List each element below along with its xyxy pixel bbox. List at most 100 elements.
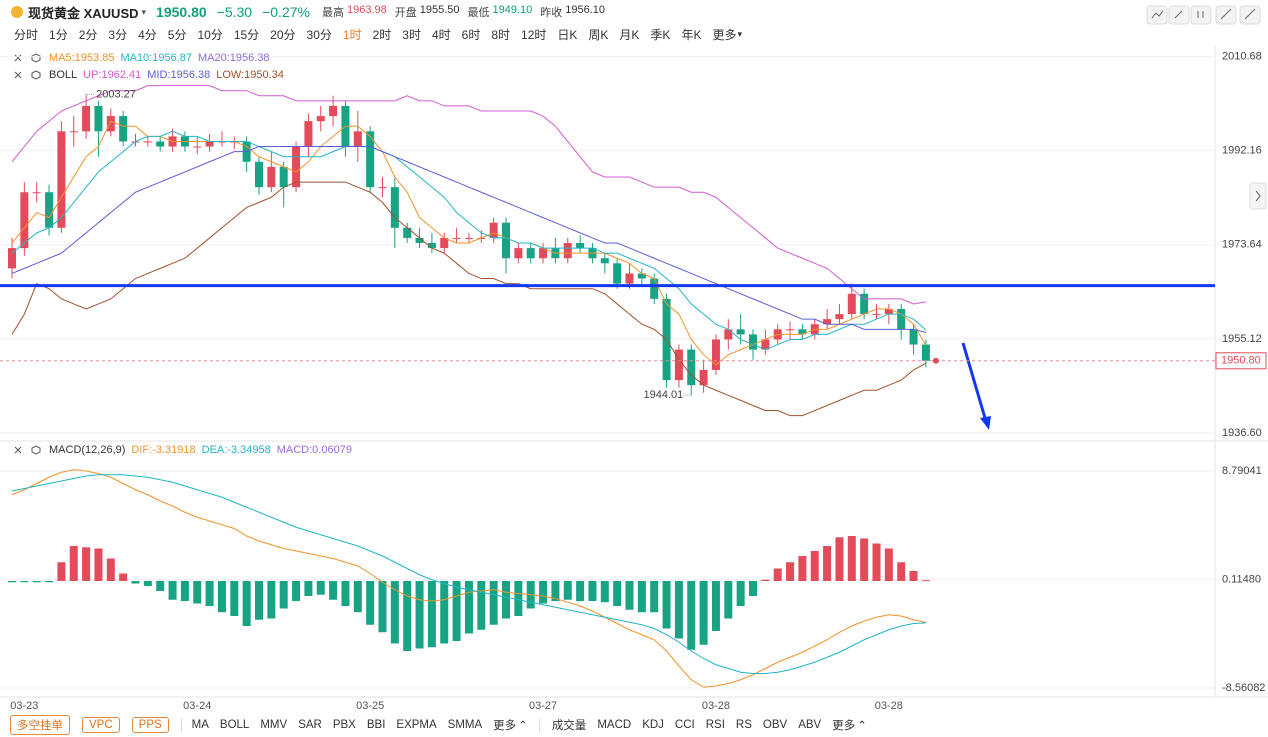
histogram-bar <box>588 581 597 601</box>
candle-body <box>786 329 795 331</box>
candle-body <box>884 309 893 315</box>
candle-body <box>489 222 498 238</box>
change-pct: −0.27% <box>262 4 310 20</box>
timeframe-tab[interactable]: 2分 <box>78 27 98 42</box>
timeframe-tab[interactable]: 月K <box>619 27 640 42</box>
candle-body <box>440 237 449 249</box>
indicator-item[interactable]: RSI <box>705 719 725 731</box>
candle-body <box>403 227 412 238</box>
timeframe-tab[interactable]: 3分 <box>108 27 128 42</box>
timeframe-tab[interactable]: 2时 <box>372 27 392 42</box>
histogram-bar <box>687 581 696 650</box>
indicator-item[interactable]: MACD <box>597 719 632 731</box>
candle-body <box>353 131 362 147</box>
price-tag <box>1215 352 1267 370</box>
legend-entry: MID:1956.38 <box>147 69 210 81</box>
indicator-item[interactable]: OBV <box>762 719 788 731</box>
legend-entry: DEA:-3.34958 <box>202 444 271 456</box>
candle-body <box>798 329 807 335</box>
indicator-item[interactable]: RS <box>735 719 752 731</box>
indicator-item[interactable]: 更多 <box>832 720 856 732</box>
indicator-item[interactable]: PBX <box>332 719 356 731</box>
y-tick-label: 8.79041 <box>1222 465 1262 477</box>
timeframe-tab[interactable]: 5分 <box>167 27 187 42</box>
candle-body <box>20 192 29 249</box>
dropdown-caret[interactable]: ▾ <box>141 6 147 17</box>
y-tick-label: 1992.16 <box>1222 145 1262 157</box>
indicator-line <box>11 146 927 333</box>
timeframe-tab[interactable]: 4分 <box>138 27 157 42</box>
legend-entry: BOLL <box>49 69 77 81</box>
stat-value: 1955.50 <box>419 4 460 16</box>
candle-body <box>687 349 696 386</box>
indicator-item[interactable]: BBI <box>366 719 386 731</box>
timeframe-tab[interactable]: 年K <box>681 27 702 42</box>
histogram-bar <box>773 568 782 581</box>
indicator-item[interactable]: 更多 <box>493 720 517 732</box>
indicator-item[interactable]: CCI <box>674 719 695 731</box>
candle-body <box>32 192 41 194</box>
timeframe-tab[interactable]: 季K <box>650 27 671 42</box>
histogram-bar <box>440 581 449 644</box>
indicator-item[interactable]: ABV <box>798 719 822 731</box>
candle-body <box>637 273 646 279</box>
toolbar-button[interactable]: PPS <box>131 717 169 733</box>
histogram-bar <box>761 579 770 581</box>
indicator-line <box>11 474 926 674</box>
candle-body <box>576 243 585 249</box>
indicator-line <box>11 85 926 305</box>
indicator-item[interactable]: SAR <box>298 719 322 731</box>
stat-value: 1949.10 <box>492 4 533 16</box>
toolbar-button[interactable]: VPC <box>82 717 120 733</box>
indicator-item[interactable]: BOLL <box>219 719 250 731</box>
candle-body <box>156 141 165 147</box>
stat-label: 最高 <box>321 7 344 19</box>
timeframe-tab[interactable]: 20分 <box>270 27 296 42</box>
histogram-bar <box>378 581 387 633</box>
histogram-bar <box>20 581 29 583</box>
histogram-bar <box>267 581 276 619</box>
y-tick-label: 0.11480 <box>1222 573 1261 585</box>
histogram-bar <box>205 581 214 606</box>
timeframe-tab[interactable]: 更多 <box>712 27 737 42</box>
histogram-bar <box>168 581 177 600</box>
stat-label: 最低 <box>467 7 490 19</box>
timeframe-tab[interactable]: 周K <box>588 27 609 42</box>
indicator-item[interactable]: EXPMA <box>396 719 437 731</box>
timeframe-tab[interactable]: 分时 <box>14 27 39 42</box>
timeframe-tab[interactable]: 10分 <box>197 27 223 42</box>
candle-body <box>45 192 54 228</box>
indicator-item[interactable]: MMV <box>260 719 288 731</box>
stat-value: 1956.10 <box>565 4 606 16</box>
toolbar-button[interactable]: 多空挂单 <box>10 715 70 735</box>
symbol[interactable]: 现货黄金 XAUUSD <box>28 5 139 21</box>
histogram-bar <box>32 581 41 583</box>
candle-body <box>193 146 202 148</box>
indicator-item[interactable]: 成交量 <box>551 720 587 732</box>
candle-body <box>69 131 78 133</box>
price-tag-label: 1950.80 <box>1221 355 1261 367</box>
timeframe-tab[interactable]: 6时 <box>461 27 481 42</box>
timeframe-tab[interactable]: 日K <box>557 27 578 42</box>
timeframe-tab[interactable]: 4时 <box>431 27 451 42</box>
timeframe-tab[interactable]: 3时 <box>402 27 421 42</box>
histogram-bar <box>180 581 189 601</box>
timeframe-tab[interactable]: 1分 <box>49 27 68 42</box>
indicator-item[interactable]: MA <box>191 719 209 731</box>
histogram-bar <box>106 558 115 581</box>
timeframe-tab[interactable]: 12时 <box>521 27 547 42</box>
indicator-item[interactable]: SMMA <box>447 719 483 731</box>
candle-body <box>650 278 659 299</box>
x-tick-label: 03-27 <box>529 700 557 712</box>
scroll-right-button[interactable] <box>1249 182 1267 210</box>
toolbar-icons[interactable] <box>1146 5 1261 25</box>
x-tick-label: 03-28 <box>702 700 730 712</box>
histogram-bar <box>662 581 671 629</box>
timeframe-tab[interactable]: 15分 <box>233 27 260 42</box>
x-tick-label: 03-24 <box>183 700 211 712</box>
timeframe-tab[interactable]: 1时 <box>342 27 362 42</box>
indicator-item[interactable]: KDJ <box>642 719 664 731</box>
timeframe-tab[interactable]: 8时 <box>491 27 511 42</box>
dropdown-caret: ▾ <box>737 28 742 39</box>
timeframe-tab[interactable]: 30分 <box>306 27 332 42</box>
